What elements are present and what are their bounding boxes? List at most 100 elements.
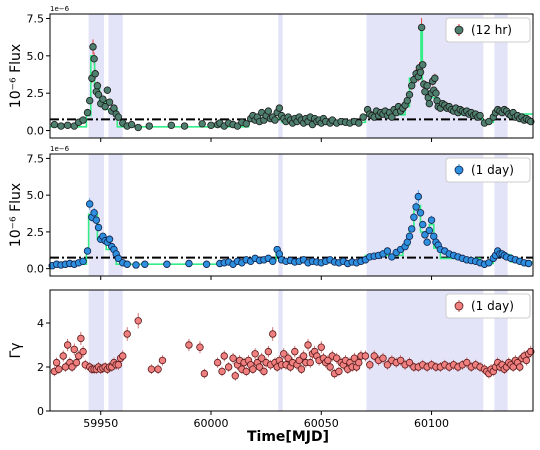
data-point (91, 70, 99, 78)
data-point (196, 343, 204, 351)
data-point (416, 68, 425, 76)
y-tick-label: 2.5 (27, 226, 45, 239)
data-point (63, 341, 72, 349)
data-point (103, 86, 112, 94)
photon-index-panel: 0 2 4 59950 60000 60050 60100 Γγ (1 day) (8, 289, 535, 430)
data-point (83, 108, 92, 117)
data-point (317, 343, 325, 351)
shaded-interval (278, 154, 283, 276)
data-point (200, 369, 209, 378)
data-point (134, 317, 142, 325)
data-point (414, 192, 423, 201)
data-point (114, 361, 123, 369)
data-point (326, 363, 334, 371)
data-point (89, 43, 97, 51)
data-point (485, 259, 493, 267)
legend-label: (1 day) (471, 163, 514, 177)
data-point (419, 220, 427, 229)
legend: (12 hr) (445, 17, 531, 43)
data-point (258, 354, 266, 362)
y-axis-label: Γγ (8, 342, 24, 358)
data-point (423, 82, 431, 90)
y-axis-label: 10⁻⁶ Flux (8, 44, 24, 108)
data-point (264, 347, 273, 356)
data-point (370, 352, 378, 360)
data-point (74, 352, 83, 360)
data-point (297, 365, 306, 373)
data-point (94, 90, 103, 99)
data-point (101, 102, 109, 111)
legend-box (445, 17, 531, 43)
y-tick-label: 5.0 (27, 189, 45, 202)
data-point (127, 120, 136, 129)
x-tick-label: 60100 (414, 417, 449, 430)
data-point (291, 347, 299, 356)
data-point (123, 330, 131, 338)
shaded-interval (494, 290, 508, 411)
data-point (379, 354, 387, 362)
data-point (350, 354, 359, 362)
data-point (123, 260, 131, 268)
data-point (524, 259, 533, 268)
data-point (425, 99, 434, 108)
flux-12hr-panel: 0.0 2.5 5.0 7.5 1e−6 10⁻⁶ Flux (12 hr) (8, 5, 535, 142)
data-point (306, 358, 314, 367)
data-point (324, 356, 332, 365)
data-point (57, 122, 65, 130)
axes-frame (49, 153, 534, 277)
data-point (180, 122, 189, 130)
data-point (432, 89, 440, 97)
data-point (105, 98, 114, 106)
data-point (251, 350, 259, 358)
y-tick-label: 0 (37, 405, 44, 418)
data-point (425, 226, 434, 235)
data-point (134, 123, 142, 132)
data-point (299, 352, 308, 360)
data-point (114, 254, 123, 263)
data-point (527, 117, 535, 126)
axes-frame (49, 289, 534, 412)
data-point (295, 356, 303, 365)
data-point (93, 82, 102, 90)
data-point (361, 352, 370, 360)
y-tick-label: 4 (37, 317, 44, 330)
legend-box (445, 157, 531, 183)
shaded-interval (494, 154, 508, 276)
data-point (527, 347, 535, 356)
data-point (405, 90, 414, 99)
data-point (63, 121, 72, 130)
shaded-interval (278, 290, 283, 411)
y-tick-label: 7.5 (27, 12, 45, 25)
data-point (522, 356, 531, 365)
data-point (355, 358, 363, 367)
legend: (1 day) (445, 157, 531, 183)
data-point (416, 209, 425, 217)
x-tick-label: 60050 (304, 417, 339, 430)
scale-multiplier: 1e−6 (50, 145, 70, 153)
data-point (476, 111, 484, 120)
data-point (359, 113, 367, 121)
data-point (90, 55, 98, 63)
data-point (271, 116, 279, 124)
legend-label: (12 hr) (471, 23, 512, 37)
data-point (249, 365, 257, 373)
data-point (417, 23, 426, 32)
data-point (79, 116, 87, 124)
legend: (1 day) (445, 293, 531, 319)
data-point (132, 261, 140, 269)
data-point (99, 95, 107, 103)
data-point (92, 216, 101, 224)
x-tick-label: 60000 (194, 417, 229, 430)
data-point (388, 253, 396, 261)
data-point (198, 120, 206, 128)
data-point (85, 200, 94, 208)
data-point (94, 223, 103, 232)
data-point (114, 113, 123, 121)
y-tick-label: 0.0 (27, 125, 45, 138)
data-point (421, 231, 429, 239)
data-point (213, 358, 222, 367)
data-point (141, 260, 149, 268)
legend-marker (454, 165, 464, 175)
legend-marker (454, 25, 464, 35)
